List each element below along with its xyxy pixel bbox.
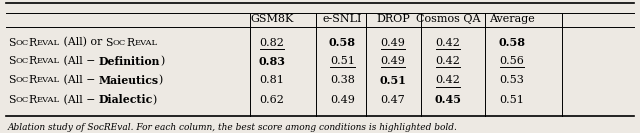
Text: 0.53: 0.53 bbox=[500, 75, 524, 86]
Text: (All −: (All − bbox=[60, 95, 99, 105]
Text: 0.51: 0.51 bbox=[330, 56, 355, 66]
Text: 0.51: 0.51 bbox=[380, 75, 406, 86]
Text: 0.58: 0.58 bbox=[329, 37, 356, 48]
Text: EVAL: EVAL bbox=[36, 57, 60, 65]
Text: 0.42: 0.42 bbox=[436, 38, 460, 48]
Text: R: R bbox=[28, 56, 36, 66]
Text: R: R bbox=[28, 95, 36, 105]
Text: Definition: Definition bbox=[99, 56, 160, 67]
Text: 0.82: 0.82 bbox=[260, 38, 284, 48]
Text: 0.81: 0.81 bbox=[260, 75, 284, 86]
Text: GSM8K: GSM8K bbox=[250, 14, 294, 24]
Text: OC: OC bbox=[113, 39, 126, 47]
Text: Cosmos QA: Cosmos QA bbox=[416, 14, 480, 24]
Text: 0.42: 0.42 bbox=[436, 75, 460, 86]
Text: 0.49: 0.49 bbox=[381, 38, 405, 48]
Text: 0.49: 0.49 bbox=[330, 95, 355, 105]
Text: OC: OC bbox=[15, 76, 28, 84]
Text: R: R bbox=[126, 38, 134, 48]
Text: S: S bbox=[8, 56, 15, 66]
Text: R: R bbox=[28, 75, 36, 86]
Text: DROP: DROP bbox=[376, 14, 410, 24]
Text: ): ) bbox=[159, 75, 163, 86]
Text: 0.51: 0.51 bbox=[500, 95, 524, 105]
Text: Ablation study of SocREval. For each column, the best score among conditions is : Ablation study of SocREval. For each col… bbox=[8, 122, 458, 132]
Text: 0.62: 0.62 bbox=[260, 95, 284, 105]
Text: EVAL: EVAL bbox=[134, 39, 157, 47]
Text: 0.42: 0.42 bbox=[436, 56, 460, 66]
Text: ): ) bbox=[160, 56, 164, 66]
Text: Maieutics: Maieutics bbox=[99, 75, 159, 86]
Text: 0.58: 0.58 bbox=[499, 37, 525, 48]
Text: 0.83: 0.83 bbox=[259, 56, 285, 67]
Text: S: S bbox=[8, 38, 15, 48]
Text: (All −: (All − bbox=[60, 75, 99, 86]
Text: 0.38: 0.38 bbox=[330, 75, 355, 86]
Text: 0.49: 0.49 bbox=[381, 56, 405, 66]
Text: S: S bbox=[8, 95, 15, 105]
Text: EVAL: EVAL bbox=[36, 39, 60, 47]
Text: OC: OC bbox=[15, 39, 28, 47]
Text: 0.56: 0.56 bbox=[500, 56, 524, 66]
Text: Dialectic: Dialectic bbox=[99, 94, 153, 105]
Text: OC: OC bbox=[15, 96, 28, 104]
Text: 0.45: 0.45 bbox=[435, 94, 461, 105]
Text: S: S bbox=[106, 38, 113, 48]
Text: ): ) bbox=[153, 95, 157, 105]
Text: S: S bbox=[8, 75, 15, 86]
Text: R: R bbox=[28, 38, 36, 48]
Text: (All −: (All − bbox=[60, 56, 99, 66]
Text: OC: OC bbox=[15, 57, 28, 65]
Text: EVAL: EVAL bbox=[36, 76, 60, 84]
Text: (All) or: (All) or bbox=[60, 37, 106, 48]
Text: 0.47: 0.47 bbox=[381, 95, 405, 105]
Text: e-SNLI: e-SNLI bbox=[323, 14, 362, 24]
Text: EVAL: EVAL bbox=[36, 96, 60, 104]
Text: Average: Average bbox=[489, 14, 535, 24]
